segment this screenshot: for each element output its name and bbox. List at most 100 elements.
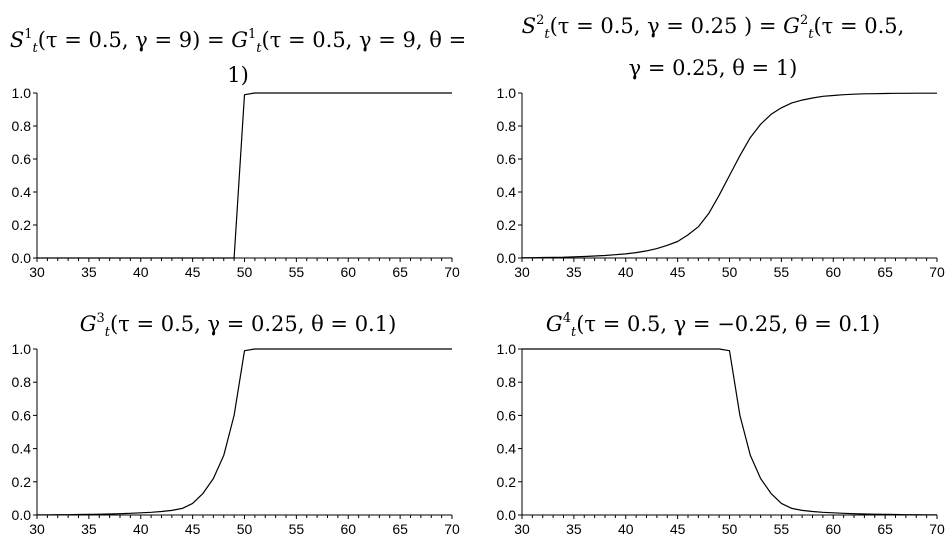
chart-4-x-tick-label: 70 (929, 521, 945, 537)
title-1-lhs-args: (τ = 0.5, γ = 9) (37, 28, 201, 52)
title-2-lhs-func: S (521, 14, 537, 38)
title-3-args: (τ = 0.5, γ = 0.25, θ = 0.1) (110, 312, 397, 336)
chart-3-x-tick-label: 30 (29, 521, 45, 537)
chart-1-x-tick-label: 30 (29, 264, 45, 280)
chart-title-2: S2t(τ = 0.5, γ = 0.25 ) = G2t(τ = 0.5, γ… (476, 8, 950, 81)
chart-4-y-tick-label: 0.4 (497, 441, 517, 457)
chart-panel-4: 0.0 0.2 0.4 0.6 0.8 1.0 30 35 40 45 50 55 60 65 70 (497, 341, 945, 537)
chart-2-y-tick-label: 0.6 (497, 151, 517, 167)
chart-2-x-tick-label: 50 (722, 264, 738, 280)
chart-2-y-tick-label: 0.4 (497, 184, 517, 200)
title-2-rhs-func: G (783, 14, 800, 38)
chart-3-y-tick-label: 1.0 (12, 341, 32, 357)
chart-3-x-tick-label: 45 (185, 521, 201, 537)
title-1-lhs-func: S (9, 28, 25, 52)
title-2-line-2: γ = 0.25, θ = 1) (628, 56, 798, 80)
chart-4-x-tick-label: 45 (670, 521, 686, 537)
title-2-rhs-sup: 2 (799, 13, 809, 28)
chart-4-x-tick-label: 50 (722, 521, 738, 537)
chart-1-y-tick-label: 0.0 (12, 250, 32, 266)
chart-1-x-tick-label: 40 (133, 264, 149, 280)
title-3-sup: 3 (96, 311, 105, 326)
chart-3-x-tick-label: 35 (81, 521, 97, 537)
chart-2-y-tick-label: 0.0 (497, 250, 517, 266)
chart-2-x-tick-label: 40 (618, 264, 634, 280)
title-2-equals: = (752, 14, 784, 38)
chart-2-x-tick-label: 70 (929, 264, 945, 280)
chart-4-x-tick-label: 65 (877, 521, 893, 537)
chart-2-series-line (522, 92, 937, 259)
chart-4-x-tick-label: 40 (618, 521, 634, 537)
title-4-sub: t (570, 325, 577, 340)
chart-title-1: S1t(τ = 0.5, γ = 9) = G1t(τ = 0.5, γ = 9… (0, 22, 476, 88)
title-4-args: (τ = 0.5, γ = −0.25, θ = 0.1) (576, 312, 881, 336)
title-1-equals: = (200, 28, 232, 52)
chart-4-x-tick-label: 35 (566, 521, 582, 537)
chart-3-y-tick-label: 0.4 (12, 441, 32, 457)
chart-3-x-tick-label: 70 (444, 521, 460, 537)
title-3-sub: t (104, 325, 110, 340)
chart-3-x-tick-label: 40 (133, 521, 149, 537)
chart-4-x-tick-label: 60 (825, 521, 841, 537)
title-4-sup: 4 (562, 311, 571, 326)
chart-2-x-tick-label: 65 (877, 264, 893, 280)
chart-2-x-tick-label: 60 (825, 264, 841, 280)
chart-title-3: G3t(τ = 0.5, γ = 0.25, θ = 0.1) (0, 306, 476, 346)
chart-1-y-tick-label: 0.2 (12, 217, 32, 233)
chart-1-y-tick-label: 0.4 (12, 184, 32, 200)
chart-3-y-tick-label: 0.6 (12, 407, 32, 423)
title-2-lhs-sub: t (544, 27, 550, 42)
chart-2-x-tick-label: 55 (774, 264, 790, 280)
chart-panel-1: 0.0 0.2 0.4 0.6 0.8 1.0 30 35 40 45 50 55 60 65 70 (12, 85, 460, 280)
chart-1-y-tick-label: 1.0 (12, 85, 32, 101)
chart-1-x-tick-label: 70 (444, 264, 460, 280)
title-1-rhs-args: (τ = 0.5, γ = 9, θ = 1) (227, 28, 467, 87)
chart-4-y-tick-label: 0.6 (497, 407, 517, 423)
chart-3-y-tick-label: 0.8 (12, 374, 32, 390)
chart-2-y-tick-label: 0.2 (497, 217, 517, 233)
title-2-lhs-sup: 2 (536, 13, 545, 28)
title-3-func: G (79, 312, 97, 336)
chart-1-x-tick-label: 65 (392, 264, 408, 280)
chart-1-series-line (37, 92, 452, 259)
chart-3-x-tick-label: 65 (392, 521, 408, 537)
title-1-lhs-sub: t (32, 41, 38, 56)
chart-4-y-tick-label: 0.2 (497, 474, 517, 490)
chart-3-y-tick-label: 0.0 (12, 507, 32, 523)
chart-2-y-tick-label: 1.0 (497, 85, 517, 101)
chart-4-y-tick-label: 0.8 (497, 374, 517, 390)
chart-1-x-tick-label: 60 (340, 264, 356, 280)
title-4-func: G (545, 312, 563, 336)
chart-4-x-tick-label: 55 (774, 521, 790, 537)
title-2-lhs-args: (τ = 0.5, γ = 0.25 ) (549, 14, 753, 38)
title-1-lhs-sup: 1 (24, 27, 33, 42)
chart-3-x-tick-label: 55 (289, 521, 305, 537)
chart-2-x-tick-label: 45 (670, 264, 686, 280)
chart-title-4: G4t(τ = 0.5, γ = −0.25, θ = 0.1) (476, 306, 950, 346)
chart-3-y-tick-label: 0.2 (12, 474, 32, 490)
title-2-rhs-args: (τ = 0.5, (813, 14, 905, 38)
title-1-rhs-sup: 1 (248, 27, 257, 42)
chart-2-y-tick-label: 0.8 (497, 118, 517, 134)
title-2-line-1: S2t(τ = 0.5, γ = 0.25 ) = G2t(τ = 0.5, (476, 8, 950, 48)
chart-1-x-tick-label: 50 (237, 264, 253, 280)
chart-2-x-tick-label: 30 (514, 264, 530, 280)
chart-3-series-line (37, 348, 452, 516)
chart-4-y-tick-label: 0.0 (497, 507, 517, 523)
title-2-rhs-sub: t (808, 27, 814, 42)
chart-4-y-tick-label: 1.0 (497, 341, 517, 357)
chart-3-x-tick-label: 60 (340, 521, 356, 537)
chart-1-x-tick-label: 55 (289, 264, 305, 280)
chart-2-x-tick-label: 35 (566, 264, 582, 280)
chart-1-x-tick-label: 35 (81, 264, 97, 280)
title-1-rhs-sub: t (256, 41, 262, 56)
chart-1-x-tick-label: 45 (185, 264, 201, 280)
chart-4-x-tick-label: 30 (514, 521, 530, 537)
chart-4-series-line (522, 348, 937, 516)
title-1-rhs-func: G (231, 28, 249, 52)
chart-1-y-tick-label: 0.8 (12, 118, 32, 134)
chart-1-y-tick-label: 0.6 (12, 151, 32, 167)
chart-3-x-tick-label: 50 (237, 521, 253, 537)
chart-panel-2: 0.0 0.2 0.4 0.6 0.8 1.0 30 35 40 45 50 55 60 65 70 (497, 85, 945, 280)
